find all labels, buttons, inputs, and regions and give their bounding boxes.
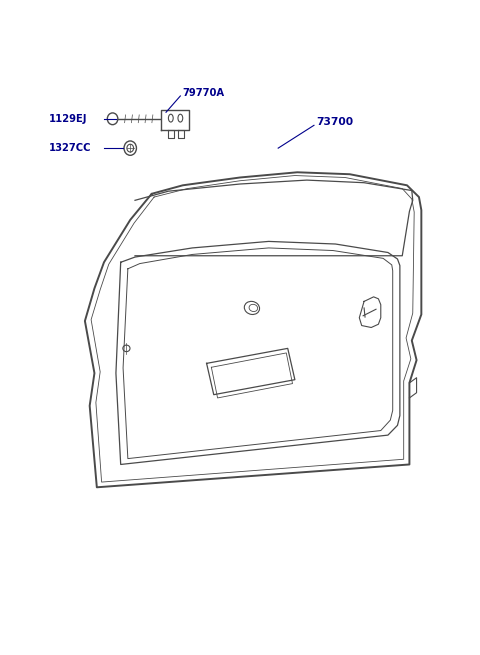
- Text: 1129EJ: 1129EJ: [49, 114, 88, 124]
- Text: 1327CC: 1327CC: [49, 143, 92, 153]
- Text: 79770A: 79770A: [183, 88, 225, 98]
- Text: 73700: 73700: [316, 117, 353, 127]
